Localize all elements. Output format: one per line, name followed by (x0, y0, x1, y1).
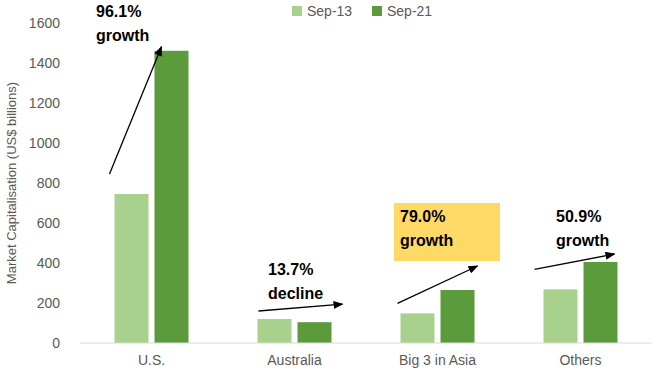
x-tick-label: Big 3 in Asia (399, 352, 476, 368)
legend-label: Sep-13 (307, 3, 352, 19)
y-tick-label: 200 (37, 295, 61, 311)
bar (155, 51, 189, 343)
bar (584, 262, 618, 343)
bar (544, 289, 578, 343)
y-tick-label: 400 (37, 255, 61, 271)
y-tick (76, 183, 80, 184)
bar (298, 322, 332, 343)
annotation-highlight (394, 203, 500, 261)
y-tick-label: 800 (37, 175, 61, 191)
legend-swatch (372, 6, 382, 16)
annotation-text: growth (556, 232, 609, 249)
y-tick (76, 263, 80, 264)
bars (115, 51, 618, 343)
chart: Market Capitalisation (US$ billions) 0 200… (0, 0, 670, 388)
y-tick-label: 1200 (29, 95, 60, 111)
y-tick (76, 223, 80, 224)
annotation-text: 13.7% (268, 261, 313, 278)
legend-swatch (292, 6, 302, 16)
annotation-arrow (398, 266, 478, 303)
y-tick-label: 600 (37, 215, 61, 231)
annotation-text: 96.1% (96, 3, 141, 20)
y-tick-label: 0 (52, 335, 60, 351)
y-tick (76, 143, 80, 144)
y-tick-label: 1000 (29, 135, 60, 151)
annotation-text: growth (96, 27, 149, 44)
bar (401, 313, 435, 343)
x-tick-label: Australia (267, 352, 322, 368)
annotation-text: 79.0% (400, 208, 445, 225)
y-tick (76, 303, 80, 304)
x-tick-label: U.S. (138, 352, 165, 368)
annotation-arrow (110, 47, 162, 174)
y-tick-label: 1400 (29, 55, 60, 71)
annotation-text: decline (268, 285, 323, 302)
bar (441, 290, 475, 343)
y-tick-label: 1600 (29, 15, 60, 31)
legend-label: Sep-21 (387, 3, 432, 19)
y-tick (76, 23, 80, 24)
annotation-text: growth (400, 232, 453, 249)
y-tick (76, 103, 80, 104)
y-tick (76, 343, 80, 344)
annotation-text: 50.9% (556, 208, 601, 225)
x-axis-line (80, 343, 652, 344)
annotation-arrow (259, 304, 343, 311)
y-tick (76, 63, 80, 64)
bar (258, 319, 292, 343)
bar (115, 194, 149, 343)
x-tick-label: Others (559, 352, 601, 368)
annotation-arrow (535, 254, 615, 269)
y-axis-label: Market Capitalisation (US$ billions) (4, 82, 19, 284)
